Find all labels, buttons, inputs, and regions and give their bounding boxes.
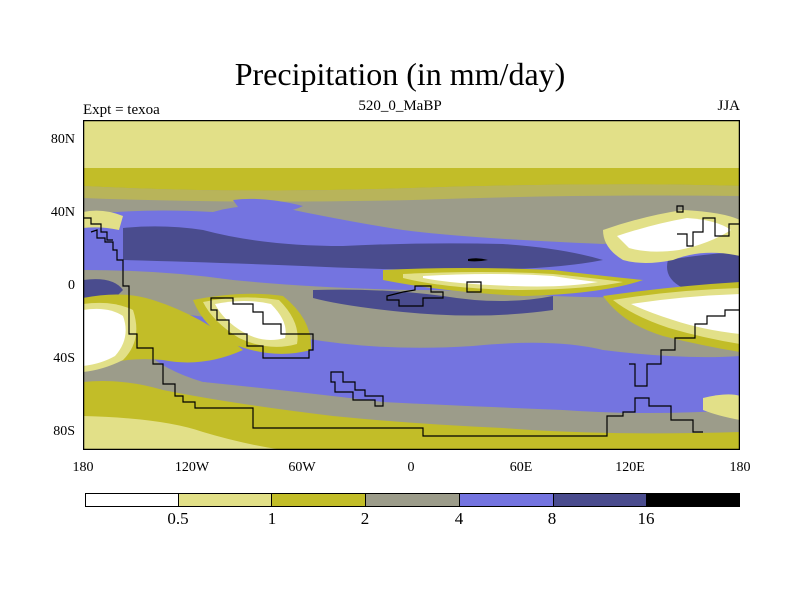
precipitation-map bbox=[83, 120, 740, 450]
experiment-label: Expt = texoa bbox=[83, 102, 160, 118]
lon-tick-60e: 60E bbox=[509, 460, 533, 475]
colorbar-swatch bbox=[85, 493, 179, 507]
colorbar-label: 8 bbox=[547, 509, 557, 528]
lon-tick-0: 0 bbox=[407, 460, 415, 475]
colorbar-label: 16 bbox=[637, 509, 655, 528]
map-title: Precipitation (in mm/day) bbox=[234, 56, 566, 92]
lat-tick-0: 0 bbox=[68, 278, 75, 293]
lon-tick-180w: 180 bbox=[72, 460, 94, 475]
colorbar-label: 2 bbox=[360, 509, 370, 528]
lon-tick-180e: 180 bbox=[729, 460, 751, 475]
lon-tick-120e: 120E bbox=[615, 460, 645, 475]
colorbar bbox=[85, 493, 741, 507]
colorbar-label: 1 bbox=[267, 509, 277, 528]
season-label: JJA bbox=[717, 98, 740, 114]
colorbar-swatch bbox=[647, 493, 741, 507]
colorbar-swatch bbox=[553, 493, 648, 507]
lat-tick-40n: 40N bbox=[50, 205, 75, 220]
period-label: 520_0_MaBP bbox=[358, 98, 442, 114]
colorbar-swatch bbox=[272, 493, 367, 507]
colorbar-swatch bbox=[366, 493, 460, 507]
colorbar-label: 0.5 bbox=[167, 509, 189, 528]
lon-tick-120w: 120W bbox=[174, 460, 210, 475]
lat-tick-40s: 40S bbox=[53, 351, 75, 366]
lat-tick-80n: 80N bbox=[50, 132, 75, 147]
lat-tick-80s: 80S bbox=[53, 424, 75, 439]
colorbar-swatch bbox=[459, 493, 554, 507]
lon-tick-60w: 60W bbox=[288, 460, 316, 475]
colorbar-label: 4 bbox=[454, 509, 464, 528]
colorbar-swatch bbox=[178, 493, 273, 507]
